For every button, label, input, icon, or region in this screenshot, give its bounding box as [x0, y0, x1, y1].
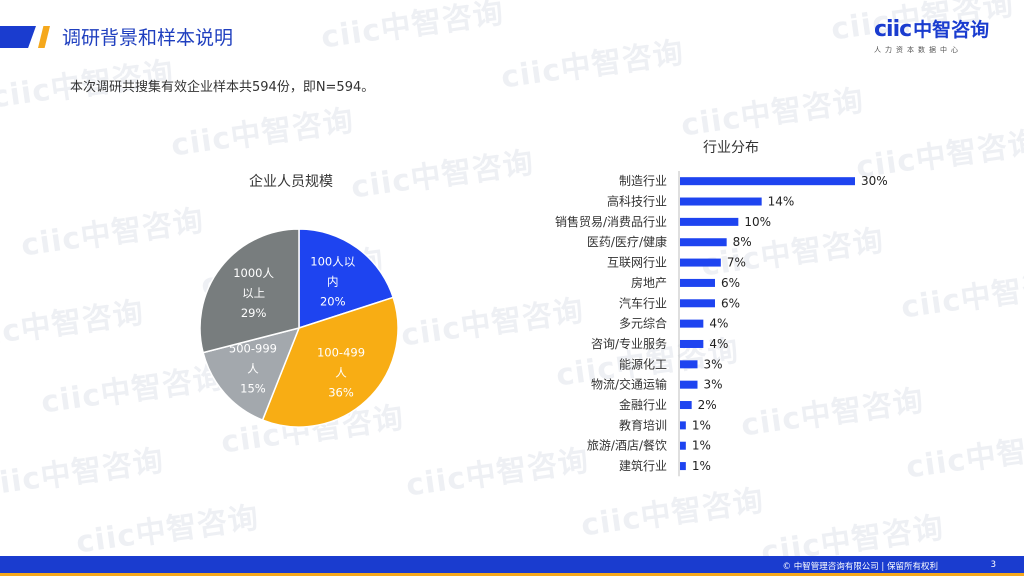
- bar-category-label: 高科技行业: [607, 194, 667, 209]
- bar-category-label: 互联网行业: [607, 256, 667, 270]
- bar-category-label: 销售贸易/消费品行业: [555, 214, 667, 229]
- industry-bar-chart: 制造行业 30% 高科技行业 14% 销售贸易/消费品行业 10% 医药/医疗/健康 8% 互联…: [555, 171, 888, 477]
- pie-chart-title: 企业人员规模: [249, 174, 333, 190]
- bar-category-label: 教育培训: [619, 417, 667, 432]
- bar-value-label: 14%: [768, 195, 795, 209]
- bar: [680, 339, 704, 348]
- logo-tagline: 人力资本数据中心: [874, 46, 962, 54]
- bar: [680, 421, 686, 430]
- pie-value-label: 29%: [241, 306, 267, 320]
- bar: [680, 319, 704, 328]
- logo-mark: ciic 中智咨询: [874, 18, 994, 42]
- bar-category-label: 能源化工: [619, 357, 667, 371]
- bar-value-label: 3%: [704, 357, 723, 371]
- pie-category-label: 500-999: [229, 342, 277, 356]
- pie-category-label: 人: [335, 366, 347, 380]
- bar-category-label: 旅游/酒店/餐饮: [587, 438, 667, 453]
- bar-value-label: 10%: [744, 215, 771, 229]
- bar-category-label: 金融行业: [619, 397, 667, 412]
- watermark: ciic中智咨询: [18, 203, 207, 264]
- bar: [680, 401, 692, 410]
- bar-value-label: 30%: [861, 174, 888, 188]
- watermark: ciic中智咨询: [578, 483, 767, 544]
- bar-value-label: 6%: [721, 296, 740, 310]
- title-accent-blue: [0, 26, 36, 48]
- copyright-text: © 中智管理咨询有限公司 | 保留所有权利: [782, 562, 938, 572]
- page-title: 调研背景和样本说明: [62, 27, 234, 49]
- pie-category-label: 1000人: [233, 266, 274, 280]
- bar: [680, 441, 686, 450]
- bar-category-label: 建筑行业: [619, 458, 667, 473]
- watermark: ciic中智咨询: [73, 500, 262, 561]
- bar: [680, 360, 698, 369]
- pie-slice: [202, 326, 301, 422]
- logo-name: 中智咨询: [913, 19, 990, 41]
- bar: [680, 299, 715, 308]
- title-accent-gold: [38, 26, 50, 48]
- pie-category-label: 100人以: [310, 255, 355, 269]
- pie-value-label: 36%: [328, 386, 354, 400]
- pie-category-label: 以上: [242, 286, 265, 300]
- bar-value-label: 1%: [692, 418, 711, 432]
- bar-value-label: 8%: [733, 235, 752, 249]
- sample-description: 本次调研共搜集有效企业样本共594份，即N=594。: [70, 80, 375, 95]
- bar-value-label: 1%: [692, 459, 711, 473]
- bar-value-label: 1%: [692, 439, 711, 453]
- ciic-logo: ciic 中智咨询 人力资本数据中心: [874, 18, 994, 60]
- pie-category-label: 100-499: [317, 346, 365, 360]
- bar-category-label: 汽车行业: [619, 295, 667, 310]
- bar: [680, 462, 686, 471]
- pie-value-label: 20%: [320, 295, 346, 309]
- bar-value-label: 4%: [709, 337, 728, 351]
- bar-category-label: 房地产: [631, 275, 667, 290]
- pie-slice: [261, 296, 399, 428]
- page-number: 3: [990, 560, 996, 570]
- bar-chart-title: 行业分布: [703, 140, 759, 156]
- pie-slice: [298, 228, 395, 330]
- bar-category-label: 多元综合: [619, 316, 667, 331]
- watermark: ciic中智咨询: [903, 425, 1024, 486]
- pie-category-label: 内: [327, 275, 339, 289]
- footer-bar: © 中智管理咨询有限公司 | 保留所有权利 3: [0, 556, 1024, 576]
- bar: [680, 197, 762, 206]
- watermark: ciic中智咨询: [0, 295, 147, 356]
- bar-value-label: 4%: [709, 317, 728, 331]
- watermark: ciic中智咨询: [498, 35, 687, 96]
- pie-value-label: 15%: [240, 382, 266, 396]
- watermark: ciic中智咨询: [678, 83, 867, 144]
- bar: [680, 380, 698, 389]
- bar: [680, 217, 739, 226]
- bar-value-label: 6%: [721, 276, 740, 290]
- watermark: ciic中智咨询: [318, 0, 507, 56]
- bar-category-label: 咨询/专业服务: [591, 336, 667, 351]
- bar-category-label: 物流/交通运输: [591, 377, 667, 392]
- pie-slice: [199, 228, 300, 354]
- bar-category-label: 制造行业: [619, 174, 667, 188]
- bar-value-label: 3%: [704, 378, 723, 392]
- bar: [680, 278, 715, 287]
- bar: [680, 238, 727, 247]
- bar-category-label: 医药/医疗/健康: [587, 234, 667, 249]
- watermark: ciic中智咨询: [168, 103, 357, 164]
- watermark: ciic中智咨询: [0, 443, 167, 504]
- footer-accent-line: [0, 573, 1024, 576]
- pie-category-label: 人: [247, 362, 259, 376]
- bar: [680, 177, 855, 186]
- bar-value-label: 2%: [698, 398, 717, 412]
- logo-mark-text: ciic: [874, 17, 912, 42]
- bar-value-label: 7%: [727, 256, 746, 270]
- bar: [680, 258, 721, 267]
- title-accent-bar: [0, 26, 50, 48]
